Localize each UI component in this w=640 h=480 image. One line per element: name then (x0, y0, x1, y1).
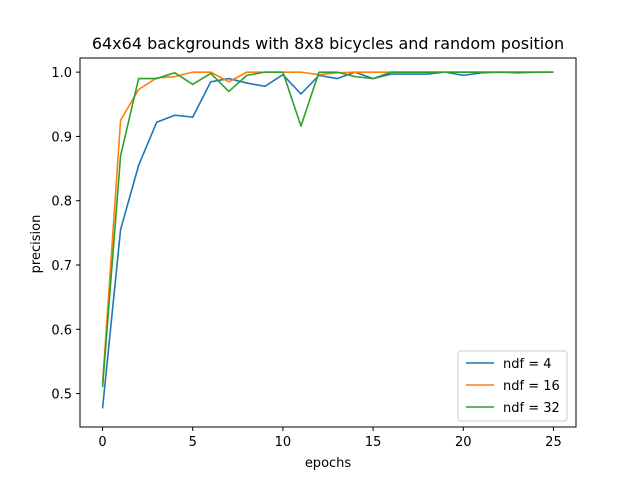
y-tick-label: 0.7 (51, 259, 72, 274)
x-tick-label: 5 (189, 435, 197, 450)
legend-label: ndf = 32 (503, 401, 560, 416)
series-line (101, 71, 554, 384)
series-lines (101, 71, 554, 409)
x-tick-label: 25 (545, 435, 562, 450)
y-tick-label: 0.9 (51, 130, 72, 145)
legend: ndf = 4 ndf = 16 ndf = 32 (457, 350, 568, 422)
x-axis: 0 5 10 15 20 25 (98, 427, 562, 450)
legend-box (457, 350, 568, 422)
series-line (101, 71, 554, 388)
x-tick-label: 15 (365, 435, 382, 450)
y-tick-label: 1.0 (51, 66, 72, 81)
series-line (101, 71, 554, 409)
x-tick-label: 20 (455, 435, 472, 450)
chart-title: 64x64 backgrounds with 8x8 bicycles and … (92, 34, 564, 53)
legend-label: ndf = 16 (503, 379, 560, 394)
y-tick-label: 0.5 (51, 388, 72, 403)
plot-frame (79, 57, 577, 428)
x-tick-label: 10 (275, 435, 292, 450)
legend-label: ndf = 4 (503, 357, 552, 372)
plot-area (79, 57, 577, 428)
y-axis: 0.5 0.6 0.7 0.8 0.9 1.0 (51, 66, 80, 403)
y-tick-label: 0.6 (51, 323, 72, 338)
x-axis-label: epochs (305, 456, 352, 471)
y-tick-label: 0.8 (51, 195, 72, 210)
y-axis-label: precision (29, 215, 44, 274)
x-tick-label: 0 (98, 435, 106, 450)
